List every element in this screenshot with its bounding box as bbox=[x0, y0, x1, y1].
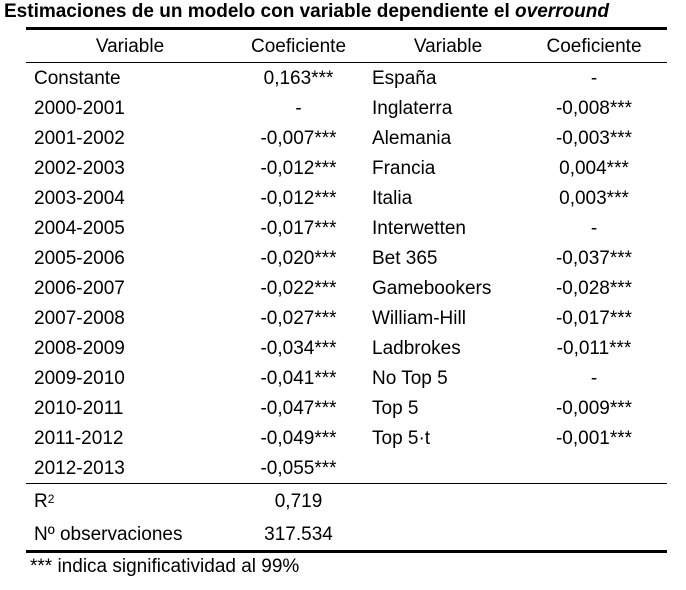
r2-superscript: 2 bbox=[47, 492, 55, 506]
header-coef-right: Coeficiente bbox=[546, 36, 642, 57]
left-variable-cell: 2006-2007 bbox=[34, 278, 125, 299]
r2-value: 0,719 bbox=[274, 491, 323, 512]
table-title: Estimaciones de un modelo con variable d… bbox=[4, 1, 609, 23]
right-variable-cell: Alemania bbox=[372, 128, 452, 149]
right-coef-cell: - bbox=[590, 68, 598, 89]
header-variable-right: Variable bbox=[413, 36, 483, 57]
right-coef-cell: 0,003*** bbox=[559, 188, 629, 209]
left-coef-cell: -0,055*** bbox=[260, 458, 337, 479]
right-variable-cell: Gamebookers bbox=[372, 278, 492, 299]
obs-value: 317.534 bbox=[264, 524, 333, 545]
left-coef-cell: -0,047*** bbox=[260, 398, 337, 419]
right-variable-cell: Italia bbox=[372, 188, 413, 209]
left-coef-cell: -0,027*** bbox=[260, 308, 337, 329]
stats-rule bbox=[26, 483, 667, 484]
header-rule bbox=[26, 62, 667, 63]
left-variable-cell: 2000-2001 bbox=[34, 98, 125, 119]
right-variable-cell: Bet 365 bbox=[372, 248, 438, 269]
right-coef-cell: 0,004*** bbox=[559, 158, 629, 179]
right-variable-cell: No Top 5 bbox=[372, 368, 448, 389]
right-variable-cell: Interwetten bbox=[372, 218, 466, 239]
header-variable-left: Variable bbox=[95, 36, 165, 57]
right-variable-cell: Top 5 bbox=[372, 398, 419, 419]
left-variable-cell: 2008-2009 bbox=[34, 338, 125, 359]
left-coef-cell: -0,049*** bbox=[260, 428, 337, 449]
right-variable-cell: Francia bbox=[372, 158, 436, 179]
left-coef-cell: -0,012*** bbox=[260, 188, 337, 209]
left-variable-cell: 2003-2004 bbox=[34, 188, 125, 209]
right-coef-cell: - bbox=[590, 368, 598, 389]
left-coef-cell: - bbox=[295, 98, 302, 119]
left-coef-cell: -0,034*** bbox=[260, 338, 337, 359]
right-variable-cell: España bbox=[372, 68, 437, 89]
right-coef-cell: -0,003*** bbox=[555, 128, 633, 149]
left-variable-cell: 2010-2011 bbox=[34, 398, 124, 419]
left-variable-cell: 2004-2005 bbox=[34, 218, 125, 239]
left-coef-cell: -0,022*** bbox=[260, 278, 337, 299]
left-variable-cell: 2001-2002 bbox=[34, 128, 125, 149]
left-variable-cell: 2012-2013 bbox=[34, 458, 125, 479]
right-variable-cell: Top 5·t bbox=[372, 428, 431, 449]
right-variable-cell: Ladbrokes bbox=[372, 338, 461, 359]
right-variable-cell: Inglaterra bbox=[372, 98, 453, 119]
left-coef-cell: -0,020*** bbox=[260, 248, 337, 269]
right-coef-cell: -0,037*** bbox=[555, 248, 633, 269]
header-coef-left: Coeficiente bbox=[250, 36, 347, 57]
r2-label: R2 bbox=[34, 491, 55, 512]
left-variable-cell: 2009-2010 bbox=[34, 368, 125, 389]
table-title-italic: overround bbox=[515, 1, 609, 22]
top-rule bbox=[26, 27, 667, 30]
left-coef-cell: -0,017*** bbox=[260, 218, 337, 239]
footnote: *** indica significatividad al 99% bbox=[30, 556, 300, 577]
right-coef-cell: -0,028*** bbox=[555, 278, 633, 299]
table-title-text: Estimaciones de un modelo con variable d… bbox=[4, 1, 516, 22]
bottom-rule bbox=[26, 550, 667, 553]
left-variable-cell: 2002-2003 bbox=[34, 158, 125, 179]
left-variable-cell: Constante bbox=[34, 68, 121, 89]
left-variable-cell: 2011-2012 bbox=[34, 428, 124, 449]
left-coef-cell: -0,007*** bbox=[260, 128, 337, 149]
left-coef-cell: -0,012*** bbox=[260, 158, 337, 179]
left-coef-cell: 0,163*** bbox=[263, 68, 334, 89]
right-coef-cell: -0,009*** bbox=[555, 398, 633, 419]
left-coef-cell: -0,041*** bbox=[260, 368, 337, 389]
right-coef-cell: - bbox=[590, 218, 598, 239]
right-coef-cell: -0,011*** bbox=[556, 338, 632, 359]
obs-label: Nº observaciones bbox=[34, 524, 183, 545]
left-variable-cell: 2007-2008 bbox=[34, 308, 125, 329]
right-coef-cell: -0,001*** bbox=[555, 428, 633, 449]
right-coef-cell: -0,017*** bbox=[555, 308, 633, 329]
left-variable-cell: 2005-2006 bbox=[34, 248, 125, 269]
right-variable-cell: William-Hill bbox=[372, 308, 466, 329]
right-coef-cell: -0,008*** bbox=[555, 98, 633, 119]
